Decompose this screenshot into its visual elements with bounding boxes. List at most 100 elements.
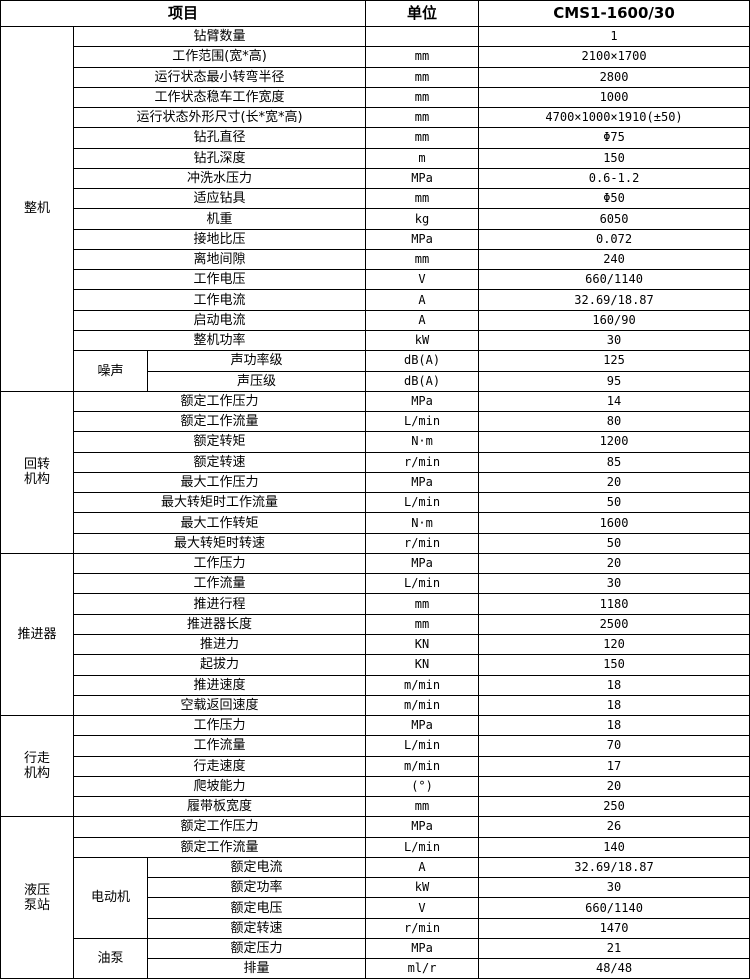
item-cell: 爬坡能力 — [72, 775, 367, 798]
item-cell: 最大工作转矩 — [72, 512, 367, 534]
item-cell: 履带板宽度 — [72, 796, 367, 818]
subgroup-cell: 油泵 — [73, 937, 148, 980]
table-row: 冲洗水压力 MPa 0.6-1.2 — [1, 167, 750, 190]
unit-cell: dB(A) — [365, 370, 480, 392]
unit-cell: L/min — [365, 836, 480, 858]
table-row: 额定转速 r/min 85 — [1, 451, 750, 473]
value-cell: 21 — [478, 937, 750, 960]
item-cell: 工作状态稳车工作宽度 — [72, 86, 367, 109]
table-row: 排量 ml/r 48/48 — [1, 958, 750, 980]
item-cell: 排量 — [146, 958, 367, 980]
value-cell: 1600 — [478, 512, 750, 534]
unit-cell: MPa — [365, 167, 480, 190]
unit-cell: ml/r — [365, 958, 480, 980]
value-cell: 2100×1700 — [478, 46, 750, 68]
unit-cell: V — [365, 269, 480, 291]
value-cell: 240 — [478, 248, 750, 271]
value-cell: 1 — [478, 25, 750, 48]
unit-cell: kg — [365, 208, 480, 230]
unit-cell: L/min — [365, 411, 480, 433]
table-row: 电动机 额定电流 A 32.69/18.87 — [1, 856, 750, 939]
table-row: 整机功率 kW 30 — [1, 329, 750, 352]
value-cell: 50 — [478, 532, 750, 554]
value-cell: 18 — [478, 715, 750, 737]
table-row: 空载返回速度 m/min 18 — [1, 694, 750, 717]
value-cell: 18 — [478, 694, 750, 717]
unit-cell: KN — [365, 633, 480, 656]
unit-cell: r/min — [365, 917, 480, 939]
item-cell: 钻臂数量 — [72, 25, 367, 48]
unit-cell: r/min — [365, 532, 480, 554]
table-row: 起拔力 KN 150 — [1, 654, 750, 676]
item-cell: 工作压力 — [72, 552, 367, 575]
item-cell: 额定工作压力 — [72, 390, 367, 413]
value-cell: 20 — [478, 775, 750, 798]
table-row: 工作电压 V 660/1140 — [1, 269, 750, 291]
table-row: 额定转矩 N·m 1200 — [1, 431, 750, 453]
value-cell: 14 — [478, 390, 750, 413]
unit-cell: r/min — [365, 451, 480, 473]
header-model: CMS1-1600/30 — [478, 0, 750, 27]
subgroup-cell: 噪声 — [73, 350, 148, 392]
item-cell: 机重 — [72, 208, 367, 230]
table-row: 推进器长度 mm 2500 — [1, 613, 750, 635]
value-cell: 250 — [478, 796, 750, 818]
item-cell: 推进行程 — [72, 593, 367, 615]
value-cell: Φ50 — [478, 188, 750, 210]
item-cell: 额定工作流量 — [72, 836, 367, 858]
table-row: 推进器 工作压力 MPa 20 — [0, 552, 750, 717]
unit-cell: MPa — [365, 552, 480, 575]
value-cell: 1200 — [478, 431, 750, 453]
table-row: 最大转矩时转速 r/min 50 — [1, 532, 750, 554]
item-cell: 最大转矩时转速 — [72, 532, 367, 554]
table-row: 钻孔直径 mm Φ75 — [1, 127, 750, 149]
item-cell: 工作流量 — [72, 573, 367, 595]
unit-cell: MPa — [365, 816, 480, 838]
table-row: 整机 钻臂数量 1 — [0, 25, 750, 392]
unit-cell: mm — [365, 46, 480, 68]
item-cell: 整机功率 — [72, 329, 367, 352]
header-unit: 单位 — [365, 0, 480, 27]
item-cell: 声压级 — [146, 370, 367, 392]
unit-cell: kW — [365, 329, 480, 352]
item-cell: 工作电压 — [72, 269, 367, 291]
item-cell: 额定电压 — [146, 897, 367, 919]
table-row: 额定工作流量 L/min 80 — [1, 411, 750, 433]
table-row: 回转 机构 额定工作压力 MPa 14 — [0, 390, 750, 554]
value-cell: 18 — [478, 674, 750, 696]
value-cell: 17 — [478, 755, 750, 777]
value-cell: 20 — [478, 552, 750, 575]
value-cell: 48/48 — [478, 958, 750, 980]
value-cell: 30 — [478, 573, 750, 595]
unit-cell: mm — [365, 796, 480, 818]
item-cell: 钻孔深度 — [72, 147, 367, 169]
table-row: 工作范围(宽*高) mm 2100×1700 — [1, 46, 750, 68]
item-cell: 空载返回速度 — [72, 694, 367, 717]
item-cell: 接地比压 — [72, 228, 367, 250]
header-item: 项目 — [0, 0, 367, 27]
value-cell: 6050 — [478, 208, 750, 230]
item-cell: 声功率级 — [146, 350, 367, 372]
value-cell: 125 — [478, 350, 750, 372]
item-cell: 额定转速 — [146, 917, 367, 939]
item-cell: 推进速度 — [72, 674, 367, 696]
value-cell: Φ75 — [478, 127, 750, 149]
table-row: 机重 kg 6050 — [1, 208, 750, 230]
value-cell: 2800 — [478, 66, 750, 88]
table-row: 运行状态最小转弯半径 mm 2800 — [1, 66, 750, 88]
group-cell: 液压 泵站 — [0, 816, 74, 980]
value-cell: 660/1140 — [478, 897, 750, 919]
unit-cell: A — [365, 289, 480, 311]
unit-cell: MPa — [365, 715, 480, 737]
table-row: 油泵 额定压力 MPa 21 — [1, 937, 750, 980]
unit-cell: m/min — [365, 674, 480, 696]
table-row: 额定转速 r/min 1470 — [1, 917, 750, 939]
table-row: 爬坡能力 (°) 20 — [1, 775, 750, 798]
item-cell: 工作压力 — [72, 715, 367, 737]
item-cell: 额定功率 — [146, 877, 367, 899]
unit-cell: mm — [365, 593, 480, 615]
table-row: 启动电流 A 160/90 — [1, 309, 750, 331]
subgroup-cell: 电动机 — [73, 856, 148, 939]
value-cell: 660/1140 — [478, 269, 750, 291]
